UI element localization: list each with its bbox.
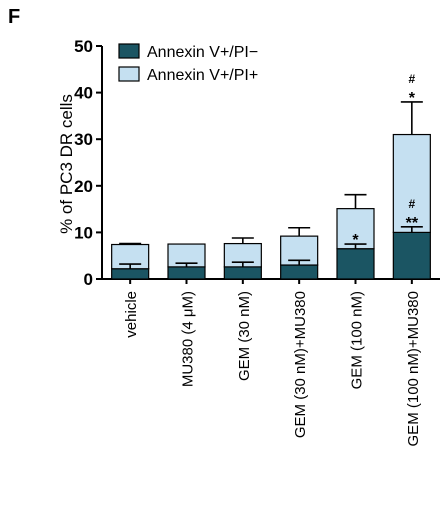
bar-segment-annexin-pi-neg [280, 264, 319, 280]
bar-segment-annexin-pi-neg [336, 248, 375, 280]
y-axis-label: % of PC3 DR cells [57, 94, 76, 234]
bars [111, 133, 431, 280]
y-tick-label: 10 [74, 223, 93, 242]
significance-mark: # [408, 197, 415, 211]
x-tick-label: MU380 (4 μM) [180, 291, 197, 387]
x-tick-label: GEM (30 nM) [236, 291, 253, 381]
legend-label: Annexin V+/PI− [147, 44, 258, 61]
legend: Annexin V+/PI− Annexin V+/PI+ [118, 43, 258, 84]
bar-segment-annexin-pi-neg [392, 231, 431, 280]
significance-mark: ** [406, 215, 419, 232]
y-tick-label: 20 [74, 177, 93, 196]
legend-label: Annexin V+/PI+ [147, 67, 258, 84]
bar-segment-annexin-pi-neg [223, 266, 262, 280]
bar-segment-annexin-pi-pos [392, 133, 431, 233]
bar-segment-annexin-pi-neg [111, 268, 150, 280]
x-tick-label: GEM (100 nM)+MU380 [405, 291, 422, 446]
significance-mark: * [352, 232, 359, 249]
significance-mark: # [408, 72, 415, 86]
axes: 0 10 20 30 40 50 [74, 37, 440, 289]
legend-swatch [118, 66, 140, 82]
x-tick-label: GEM (100 nM) [349, 291, 366, 389]
x-tick-labels: vehicle MU380 (4 μM) GEM (30 nM) GEM (30 nM… [123, 291, 422, 446]
x-tick-label: GEM (30 nM)+MU380 [292, 291, 309, 438]
bar-segment-annexin-pi-pos [336, 208, 375, 250]
y-tick-label: 50 [74, 37, 93, 56]
y-tick-label: 30 [74, 130, 93, 149]
y-tick-label: 0 [84, 270, 93, 289]
significance-mark: * [409, 90, 416, 107]
legend-swatch [118, 43, 140, 59]
significance-annotations: * # ** # * [352, 72, 418, 249]
y-tick-label: 40 [74, 84, 93, 103]
x-tick-label: vehicle [123, 291, 140, 338]
panel-label: F [8, 6, 21, 28]
bar-segment-annexin-pi-neg [167, 266, 206, 280]
error-bars [119, 101, 423, 269]
